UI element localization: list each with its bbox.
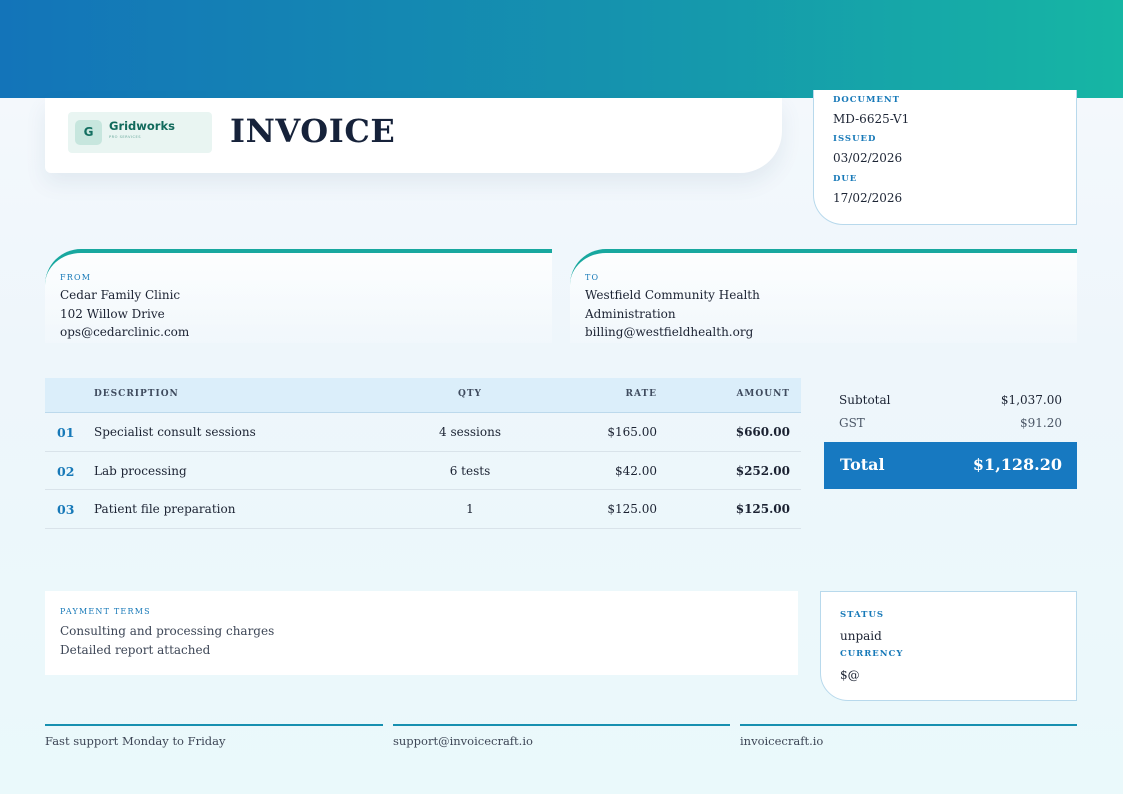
subtotal-value: $1,037.00 [1000,393,1062,407]
status-value: unpaid [840,629,882,643]
document-number-label: DOCUMENT [833,95,900,105]
from-address: 102 Willow Drive [60,307,165,321]
currency-value: $@ [840,668,860,682]
brand-tagline: PRO SERVICES [109,135,142,139]
row-amount: $252.00 [735,463,790,478]
row-description: Patient file preparation [94,502,236,516]
row-rate: $125.00 [607,502,657,516]
line-items-table: DESCRIPTION QTY RATE AMOUNT 01 Specialis… [45,378,801,529]
footer-support-hours: Fast support Monday to Friday [45,724,383,754]
brand-logo-mark: G [75,120,102,145]
table-row: 03 Patient file preparation 1 $125.00 $1… [45,490,801,529]
status-card: STATUS unpaid CURRENCY $@ [820,591,1077,701]
table-row: 02 Lab processing 6 tests $42.00 $252.00 [45,452,801,490]
payment-terms-line: Consulting and processing charges [60,624,275,638]
issued-date-value: 03/02/2026 [833,151,903,165]
from-label: FROM [60,273,92,282]
status-label: STATUS [840,610,885,620]
currency-label: CURRENCY [840,649,904,659]
row-qty: 6 tests [449,463,491,478]
subtotal-label: Subtotal [839,393,891,407]
column-header-rate: RATE [625,389,657,399]
from-email: ops@cedarclinic.com [60,325,190,339]
column-header-amount: AMOUNT [736,389,790,399]
website-link[interactable]: invoicecraft.io [740,734,824,748]
payment-terms-label: PAYMENT TERMS [60,607,151,616]
to-label: TO [585,273,600,282]
column-header-description: DESCRIPTION [94,389,179,399]
row-qty: 1 [466,502,474,516]
column-header-qty: QTY [458,389,482,399]
row-qty: 4 sessions [439,425,501,439]
document-title: INVOICE [230,112,396,150]
grand-total-value: $1,128.20 [972,455,1062,474]
gst-label: GST [839,416,865,430]
from-name: Cedar Family Clinic [60,288,181,302]
grand-total-label: Total [840,455,885,474]
row-rate: $165.00 [607,425,657,439]
document-number-value: MD-6625-V1 [833,112,910,126]
footer-support-hours-text: Fast support Monday to Friday [45,734,226,748]
row-amount: $660.00 [735,425,790,439]
to-card: TO Westfield Community Health Administra… [570,249,1077,343]
gst-value: $91.20 [1020,416,1062,430]
to-email: billing@westfieldhealth.org [585,325,754,339]
due-label: DUE [833,174,858,184]
from-card: FROM Cedar Family Clinic 102 Willow Driv… [45,249,552,343]
row-rate: $42.00 [615,463,657,478]
row-amount: $125.00 [735,502,790,516]
row-number: 03 [57,502,75,517]
footer-website: invoicecraft.io [740,724,1077,754]
to-name-line1: Westfield Community Health [585,288,760,302]
row-number: 02 [57,463,75,479]
row-description: Lab processing [94,463,187,478]
brand-name: Gridworks [109,119,175,133]
table-row: 01 Specialist consult sessions 4 session… [45,413,801,452]
row-description: Specialist consult sessions [94,425,256,439]
payment-terms-card: PAYMENT TERMS Consulting and processing … [45,591,798,675]
document-meta-card: DOCUMENT MD-6625-V1 ISSUED 03/02/2026 DU… [813,90,1077,225]
invoice-header-card: G Gridworks PRO SERVICES INVOICE [45,98,782,173]
due-date-value: 17/02/2026 [833,191,903,205]
header-band [0,0,1123,98]
payment-terms-line: Detailed report attached [60,643,211,657]
table-header: DESCRIPTION QTY RATE AMOUNT [45,378,801,413]
to-name-line2: Administration [585,307,676,321]
footer-support-email: support@invoicecraft.io [393,724,730,754]
brand-logo: G Gridworks PRO SERVICES [68,112,212,153]
grand-total-bar: Total $1,128.20 [824,442,1077,489]
support-email-link[interactable]: support@invoicecraft.io [393,734,533,748]
issued-label: ISSUED [833,134,877,144]
row-number: 01 [57,425,75,440]
